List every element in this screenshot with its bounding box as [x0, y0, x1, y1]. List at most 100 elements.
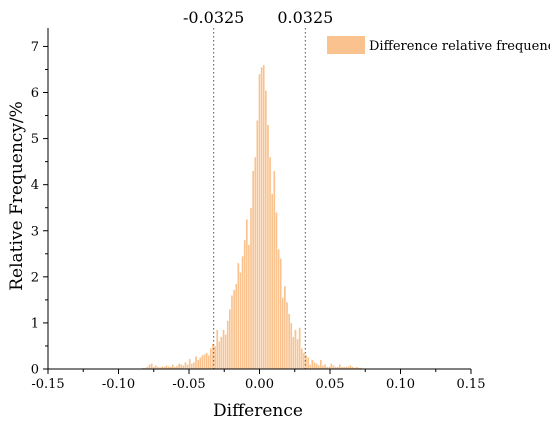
y-tick-label: 5	[31, 132, 39, 147]
histogram-bar	[205, 352, 208, 370]
histogram-bar	[220, 336, 223, 370]
histogram-bar	[315, 363, 318, 370]
histogram-bar	[283, 285, 287, 370]
histogram-bar	[186, 364, 189, 370]
histogram-bar	[317, 365, 320, 370]
histogram-bar	[194, 355, 198, 370]
histogram-bar	[254, 156, 257, 370]
histogram-bar	[262, 64, 265, 370]
x-tick-label: 0.00	[245, 377, 274, 392]
histogram-bar	[285, 301, 289, 370]
histogram-bar	[148, 364, 151, 370]
y-axis-ticks: 0 1 2 3 4 5 6 7	[31, 40, 48, 378]
histogram-bar	[247, 244, 251, 370]
histogram-bar	[332, 365, 335, 370]
x-tick-label: -0.15	[31, 377, 64, 392]
histogram-bar	[207, 354, 210, 370]
x-tick-label: 0.10	[386, 377, 415, 392]
histogram-bar	[171, 364, 175, 370]
histogram-bar	[222, 329, 225, 370]
legend: Difference relative frequency	[327, 36, 550, 54]
histogram-bar	[203, 354, 206, 370]
y-tick-label: 4	[31, 178, 39, 193]
x-axis-ticks: -0.15 -0.10 -0.05 0.00 0.05 0.10 0.15	[31, 369, 485, 392]
histogram-bar	[273, 170, 276, 370]
histogram-bar	[249, 207, 253, 370]
y-tick-label: 2	[31, 270, 39, 285]
histogram-bar	[218, 341, 221, 370]
legend-swatch	[327, 36, 365, 54]
histogram-bar	[241, 255, 244, 370]
reference-lines: -0.0325 0.0325	[183, 8, 333, 369]
histogram-bar	[165, 365, 168, 370]
histogram-bar	[177, 363, 181, 370]
histogram-bar	[292, 336, 295, 370]
histogram-bar	[245, 219, 249, 370]
histogram-bar	[230, 295, 234, 370]
histogram-bar	[319, 359, 323, 370]
histogram-bar	[275, 212, 278, 370]
histogram-bar	[201, 354, 204, 370]
histogram-bar	[184, 361, 187, 370]
histogram-bar	[213, 345, 217, 370]
histogram-bar	[313, 361, 316, 370]
histogram-bar	[154, 365, 158, 370]
y-axis-title: Relative Frequency/%	[7, 101, 27, 291]
histogram-bar	[251, 170, 255, 370]
histogram-bar	[300, 348, 304, 370]
x-tick-label: 0.15	[457, 377, 486, 392]
histogram-bar	[196, 359, 200, 370]
reference-line-label: -0.0325	[183, 8, 244, 27]
histogram-bar	[279, 258, 282, 370]
histogram-bar	[224, 334, 227, 370]
histogram-bars	[141, 64, 363, 370]
histogram-bar	[294, 329, 297, 370]
histogram-bar	[338, 364, 342, 370]
y-tick-label: 3	[31, 224, 39, 239]
histogram-bar	[298, 327, 301, 370]
histogram-bar	[302, 352, 306, 370]
y-tick-label: 1	[31, 316, 39, 331]
x-tick-label: -0.10	[102, 377, 135, 392]
histogram-bar	[268, 156, 272, 370]
histogram-bar	[239, 272, 242, 370]
histogram-bar	[277, 248, 280, 370]
histogram-bar	[228, 308, 232, 370]
histogram-bar	[199, 357, 202, 370]
x-tick-label: 0.05	[316, 377, 345, 392]
histogram-bar	[330, 363, 333, 370]
histogram-bar	[349, 365, 352, 370]
histogram-bar	[287, 313, 291, 370]
y-tick-label: 0	[31, 363, 39, 378]
histogram-bar	[232, 289, 236, 370]
histogram-bar	[289, 322, 293, 370]
histogram-bar	[226, 320, 230, 370]
histogram-bar	[321, 365, 325, 370]
histogram-bar	[258, 73, 261, 370]
histogram-bar	[209, 348, 213, 370]
histogram-bar	[264, 90, 268, 370]
histogram-bar	[150, 363, 153, 370]
histogram-bar	[306, 357, 310, 370]
histogram-bar	[309, 364, 312, 370]
histogram-bar	[192, 361, 196, 370]
histogram-bar	[270, 193, 274, 370]
histogram-bar	[243, 239, 246, 370]
histogram-bar	[190, 363, 194, 370]
reference-line-label: 0.0325	[277, 8, 333, 27]
x-tick-label: -0.05	[172, 377, 205, 392]
histogram-bar	[323, 364, 327, 370]
y-tick-label: 6	[31, 86, 39, 101]
histogram-bar	[311, 359, 314, 370]
y-tick-label: 7	[31, 40, 39, 55]
histogram-bar	[188, 358, 191, 370]
histogram-bar	[281, 297, 285, 370]
histogram-bar	[256, 119, 259, 370]
x-axis-title: Difference	[213, 401, 303, 421]
histogram-bar	[296, 338, 299, 370]
histogram-bar	[234, 283, 238, 370]
legend-label: Difference relative frequency	[369, 39, 550, 54]
histogram-bar	[266, 124, 270, 370]
histogram-bar	[182, 365, 185, 370]
